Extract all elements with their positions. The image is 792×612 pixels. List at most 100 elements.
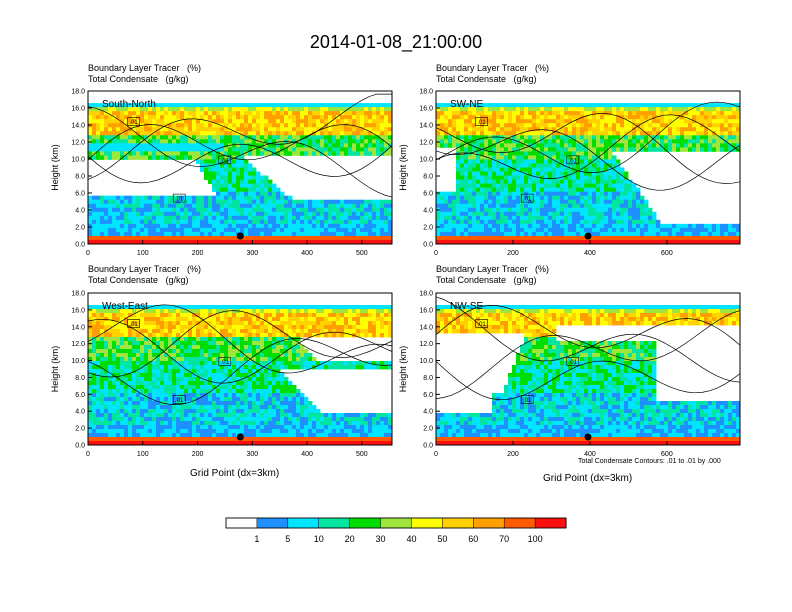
heatmap-cell bbox=[216, 147, 221, 152]
heatmap-cell bbox=[504, 159, 509, 164]
heatmap-cell bbox=[124, 357, 129, 362]
heatmap-cell bbox=[612, 179, 617, 185]
heatmap-cell bbox=[608, 191, 613, 197]
heatmap-cell bbox=[624, 135, 629, 140]
heatmap-cell bbox=[552, 147, 557, 152]
heatmap-cell bbox=[608, 175, 613, 180]
heatmap-cell bbox=[160, 223, 165, 229]
heatmap-cell bbox=[132, 231, 137, 237]
heatmap-cell bbox=[348, 115, 353, 120]
heatmap-cell bbox=[116, 365, 121, 370]
heatmap-cell bbox=[240, 139, 245, 144]
heatmap-cell bbox=[280, 123, 285, 128]
heatmap-cell bbox=[168, 207, 173, 213]
heatmap-cell bbox=[352, 219, 357, 225]
heatmap-cell bbox=[252, 203, 257, 209]
heatmap-cell bbox=[100, 405, 105, 410]
heatmap-cell bbox=[208, 231, 213, 237]
heatmap-cell bbox=[164, 437, 169, 442]
heatmap-cell bbox=[88, 231, 93, 237]
heatmap-cell bbox=[180, 127, 185, 132]
heatmap-cell bbox=[380, 107, 385, 112]
heatmap-cell bbox=[280, 135, 285, 140]
heatmap-cell bbox=[336, 111, 341, 116]
heatmap-cell bbox=[576, 151, 581, 156]
heatmap-cell bbox=[552, 231, 557, 237]
heatmap-cell bbox=[332, 207, 337, 213]
heatmap-cell bbox=[544, 235, 549, 241]
heatmap-cell bbox=[108, 413, 113, 418]
heatmap-cell bbox=[260, 135, 265, 140]
heatmap-cell bbox=[128, 417, 133, 422]
heatmap-cell bbox=[260, 203, 265, 209]
heatmap-cell bbox=[344, 115, 349, 120]
heatmap-cell bbox=[636, 215, 641, 221]
heatmap-cell bbox=[568, 175, 573, 180]
heatmap-cell bbox=[292, 207, 297, 213]
heatmap-cell bbox=[280, 235, 285, 241]
heatmap-cell bbox=[220, 143, 225, 148]
heatmap-cell bbox=[568, 139, 573, 144]
heatmap-cell bbox=[460, 107, 465, 112]
heatmap-cell bbox=[192, 139, 197, 144]
heatmap-cell bbox=[596, 127, 601, 132]
heatmap-cell bbox=[724, 239, 729, 245]
heatmap-cell bbox=[120, 215, 125, 221]
heatmap-cell bbox=[624, 131, 629, 136]
location-marker bbox=[236, 232, 244, 240]
heatmap-cell bbox=[128, 309, 133, 314]
heatmap-cell bbox=[204, 131, 209, 136]
heatmap-cell bbox=[104, 155, 109, 160]
heatmap-cell bbox=[656, 227, 661, 233]
heatmap-cell bbox=[144, 441, 149, 446]
heatmap-cell bbox=[520, 203, 525, 209]
contour-line bbox=[87, 143, 393, 184]
heatmap-cell bbox=[468, 183, 473, 189]
heatmap-cell bbox=[320, 115, 325, 120]
heatmap-cell bbox=[548, 151, 553, 156]
heatmap-cell bbox=[216, 199, 221, 205]
heatmap-cell bbox=[100, 349, 105, 354]
heatmap-cell bbox=[652, 227, 657, 233]
heatmap-cell bbox=[300, 127, 305, 132]
heatmap-cell bbox=[612, 211, 617, 217]
heatmap-cell bbox=[648, 211, 653, 217]
heatmap-cell bbox=[568, 183, 573, 189]
heatmap-cell bbox=[732, 111, 737, 116]
heatmap-cell bbox=[320, 215, 325, 221]
heatmap-cell bbox=[680, 111, 685, 116]
heatmap-cell bbox=[492, 139, 497, 144]
heatmap-cell bbox=[316, 119, 321, 124]
heatmap-cell bbox=[300, 147, 305, 152]
heatmap-cell bbox=[164, 103, 169, 108]
heatmap-cell bbox=[236, 155, 241, 160]
heatmap-cell bbox=[472, 219, 477, 225]
heatmap-cell bbox=[660, 115, 665, 120]
heatmap-cell bbox=[484, 171, 489, 176]
heatmap-cell bbox=[164, 389, 169, 394]
heatmap-cell bbox=[548, 123, 553, 128]
heatmap-cell bbox=[332, 231, 337, 237]
heatmap-cell bbox=[580, 183, 585, 189]
heatmap-cell bbox=[164, 345, 169, 350]
heatmap-cell bbox=[132, 103, 137, 108]
heatmap-cell bbox=[160, 397, 165, 402]
heatmap-cell bbox=[324, 131, 329, 136]
heatmap-cell bbox=[92, 325, 97, 330]
heatmap-cell bbox=[156, 357, 161, 362]
heatmap-cell bbox=[468, 139, 473, 144]
heatmap-cell bbox=[108, 313, 113, 318]
heatmap-cell bbox=[96, 199, 101, 205]
heatmap-cell bbox=[436, 143, 441, 148]
heatmap-cell bbox=[340, 131, 345, 136]
heatmap-cell bbox=[268, 119, 273, 124]
heatmap-cell bbox=[92, 385, 97, 390]
heatmap-cell bbox=[312, 211, 317, 217]
heatmap-cell bbox=[236, 215, 241, 221]
heatmap-cell bbox=[120, 115, 125, 120]
heatmap-cell bbox=[188, 123, 193, 128]
heatmap-cell bbox=[240, 187, 245, 193]
heatmap-cell bbox=[716, 127, 721, 132]
heatmap-cell bbox=[340, 231, 345, 237]
heatmap-cell bbox=[532, 231, 537, 237]
